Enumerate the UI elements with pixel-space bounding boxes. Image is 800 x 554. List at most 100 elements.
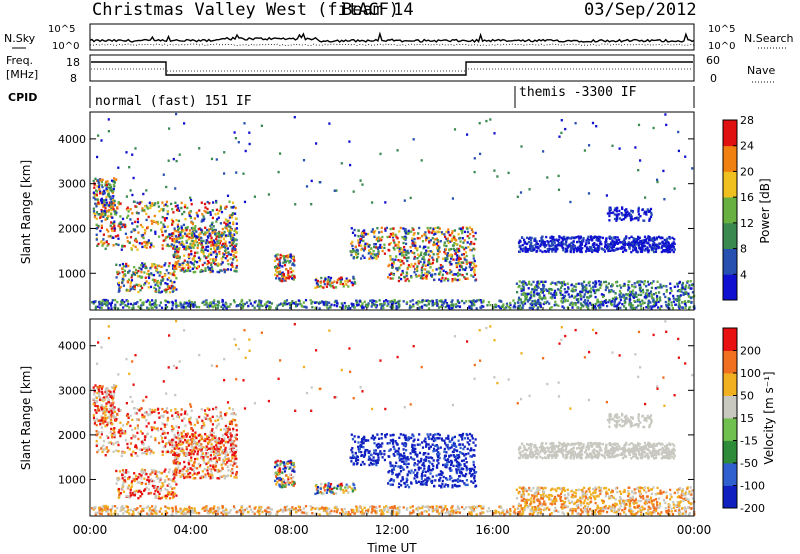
power-cell: [473, 259, 476, 263]
power-cell: [597, 248, 600, 252]
power-cell: [611, 240, 614, 243]
power-cell: [536, 300, 539, 303]
power-cell: [372, 230, 375, 234]
power-cell: [561, 243, 565, 246]
power-cell: [473, 273, 477, 276]
power-cell: [230, 216, 234, 219]
power-cell: [682, 287, 686, 291]
power-cell: [100, 139, 103, 142]
power-colorbar-label: Power [dB]: [758, 178, 772, 243]
power-cell: [649, 207, 653, 211]
power-cell: [639, 283, 642, 287]
power-cell: [607, 282, 610, 285]
power-cell: [678, 306, 681, 310]
power-cell: [117, 307, 120, 310]
power-cell: [636, 298, 639, 302]
power-cell: [113, 229, 116, 232]
velocity-cell: [216, 441, 219, 445]
power-cell: [154, 301, 157, 304]
velocity-cell: [117, 440, 120, 444]
power-cell: [572, 236, 575, 239]
power-cell: [638, 246, 641, 250]
power-cell: [468, 306, 471, 309]
velocity-cell: [171, 426, 174, 429]
power-cell: [143, 271, 146, 274]
power-cell: [126, 271, 130, 274]
power-cell: [104, 213, 107, 217]
velocity-cell: [166, 431, 169, 435]
power-cell: [572, 250, 575, 254]
power-cell: [615, 240, 618, 243]
velocity-cell: [96, 450, 99, 454]
power-cell: [482, 300, 485, 304]
power-cell: [97, 242, 100, 246]
velocity-cell: [132, 477, 135, 480]
power-cell: [425, 277, 428, 280]
power-cell: [149, 303, 152, 307]
power-cell: [98, 301, 101, 304]
power-cell: [129, 208, 132, 211]
power-cell: [521, 293, 524, 296]
power-cell: [172, 271, 175, 275]
velocity-cell: [210, 429, 213, 433]
power-cell: [579, 235, 582, 238]
velocity-cell: [95, 400, 98, 403]
power-cell: [625, 249, 628, 252]
power-cell: [650, 245, 653, 249]
power-cell: [540, 297, 543, 301]
power-cell: [123, 300, 126, 304]
power-cell: [464, 277, 467, 280]
power-cell: [678, 300, 681, 303]
power-cell: [439, 264, 442, 267]
power-cell: [645, 213, 648, 216]
power-cell: [102, 233, 105, 236]
velocity-cell: [110, 407, 113, 410]
power-cell: [579, 290, 582, 293]
power-cell: [593, 283, 596, 286]
power-cell: [106, 185, 109, 188]
power-cell: [97, 134, 100, 137]
power-cell: [411, 227, 414, 230]
power-cell: [232, 242, 235, 245]
velocity-cell: [211, 435, 214, 438]
power-cell: [200, 228, 203, 231]
power-cell: [373, 245, 376, 249]
power-cell: [381, 235, 384, 239]
power-cell: [137, 269, 140, 273]
power-cell: [159, 283, 162, 286]
power-cell: [416, 257, 419, 260]
power-cell: [150, 306, 153, 309]
velocity-cell: [164, 436, 167, 439]
power-cell: [657, 306, 660, 309]
velocity-cell: [126, 446, 129, 449]
velocity-cell: [147, 422, 150, 425]
power-cell: [389, 277, 392, 280]
power-cell: [101, 213, 105, 216]
power-cell: [335, 189, 338, 192]
power-cell: [302, 159, 306, 162]
power-cell: [520, 289, 523, 293]
power-cell: [464, 251, 467, 254]
power-cell: [251, 304, 254, 307]
power-cell: [518, 306, 521, 310]
velocity-cell: [117, 443, 120, 447]
power-cell: [472, 299, 475, 302]
power-cell: [567, 286, 570, 289]
power-cell: [386, 304, 389, 307]
power-cell: [235, 171, 238, 174]
velocity-cell: [206, 407, 209, 410]
velocity-cell: [162, 445, 165, 449]
power-cell: [423, 245, 426, 249]
power-cell: [235, 305, 238, 308]
power-cell: [112, 190, 115, 193]
velocity-cell: [93, 422, 96, 425]
power-cell: [594, 280, 597, 283]
velocity-cell: [175, 473, 178, 477]
power-cell: [613, 213, 616, 216]
power-cell: [225, 248, 228, 251]
power-cell: [209, 211, 212, 214]
velocity-cell: [186, 432, 189, 435]
power-cell: [632, 246, 635, 249]
power-cell: [370, 305, 373, 308]
power-cell: [158, 286, 161, 289]
